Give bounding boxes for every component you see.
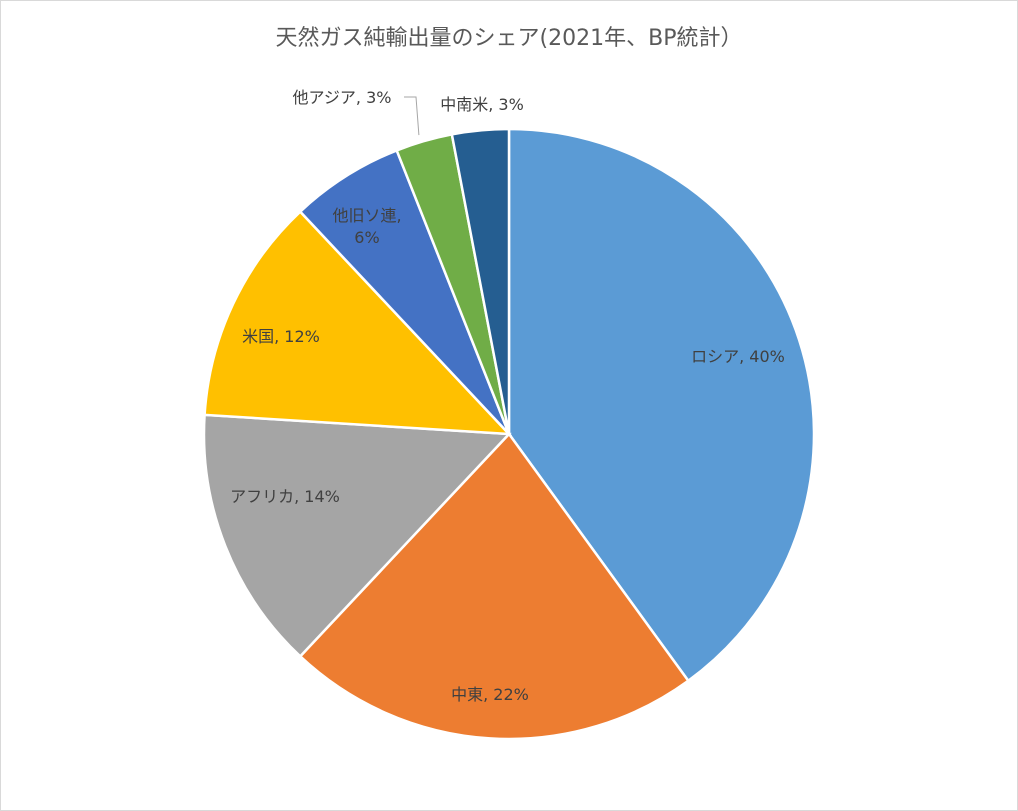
data-label-5: 他旧ソ連, 6% [332, 206, 401, 247]
pie-slice-2 [298, 432, 691, 741]
data-label-6: 他アジア, 3% [293, 88, 392, 107]
data-label-3: アフリカ, 14% [230, 487, 340, 506]
data-label-2: 中東, 22% [451, 685, 529, 704]
pie-slice-4 [203, 209, 513, 436]
leader-line [404, 96, 420, 136]
data-label-4: 米国, 12% [242, 327, 320, 346]
pie-slice-7 [450, 127, 511, 435]
pie-slice-1 [507, 127, 816, 683]
data-label-7: 中南米, 3% [440, 95, 524, 114]
pie-slice-3 [202, 413, 512, 659]
chart-title: 天然ガス純輸出量のシェア(2021年、BP統計） [275, 26, 743, 51]
data-label-1: ロシア, 40% [691, 347, 785, 366]
